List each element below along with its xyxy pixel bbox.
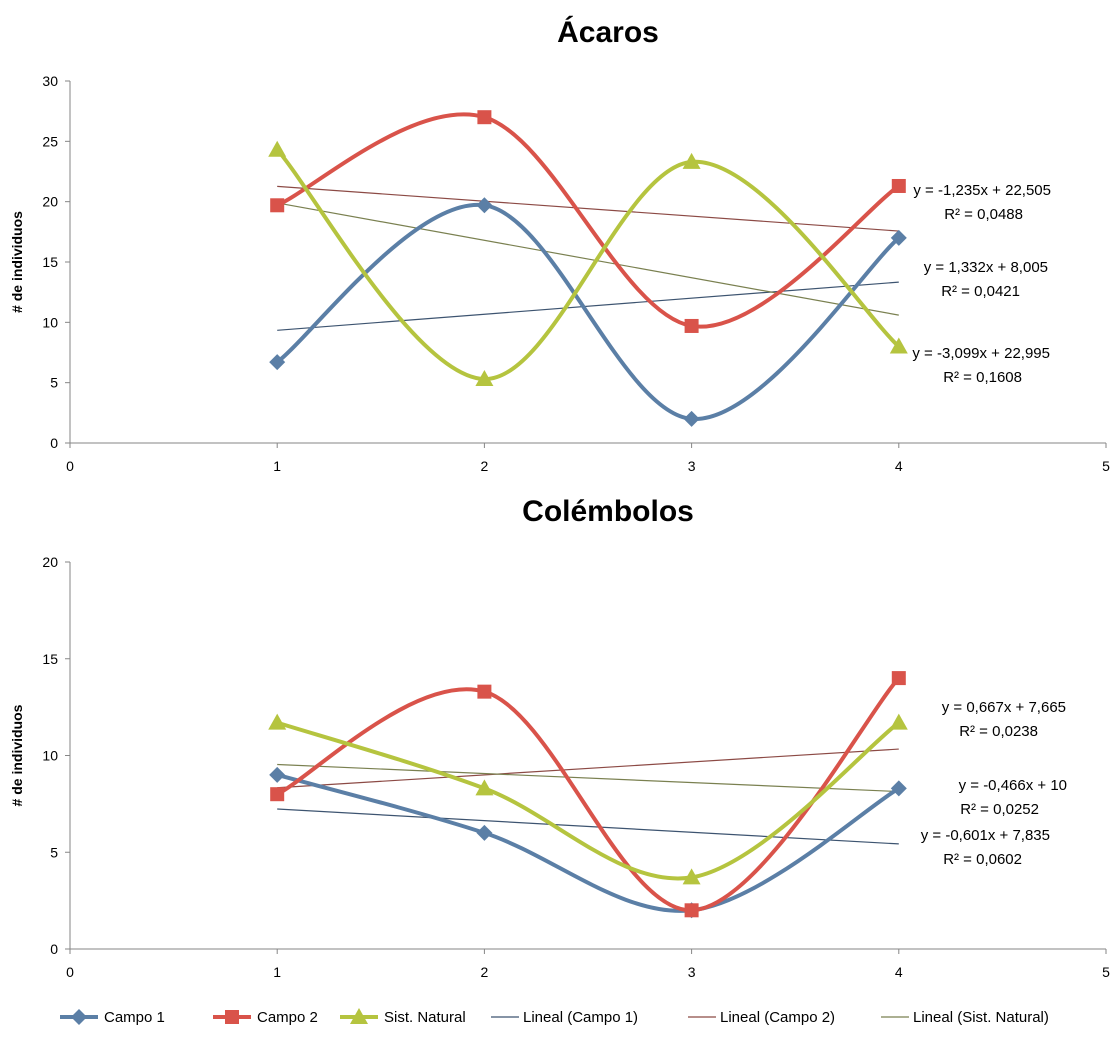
trendline-1 (277, 281, 899, 331)
data-point-2 (270, 787, 285, 802)
y-tick-label: 5 (50, 844, 58, 860)
legend-item-label: Lineal (Campo 2) (720, 1009, 835, 1026)
trendline-equation: y = 1,332x + 8,005 (924, 259, 1048, 276)
data-point-2 (684, 318, 699, 333)
trendline-equation: y = -3,099x + 22,995 (912, 345, 1050, 362)
series-line-1 (276, 772, 900, 913)
y-tick-label: 15 (42, 651, 58, 667)
trendline-r2: R² = 0,0421 (941, 283, 1020, 300)
series-line-3 (275, 148, 901, 382)
trendline-equation: y = -0,601x + 7,835 (921, 827, 1050, 844)
trendline-equation: y = -1,235x + 22,505 (913, 182, 1051, 199)
trendline-r2: R² = 0,1608 (943, 369, 1022, 386)
data-point-3 (889, 713, 908, 730)
trendline-3 (277, 763, 899, 793)
legend: Campo 1 Campo 2 Sist. Natural Lineal (Campo… (60, 1008, 1049, 1026)
chart-title: Ácaros (557, 15, 659, 49)
legend-marker (350, 1008, 368, 1024)
y-tick-label: 0 (50, 435, 58, 451)
legend-item-label: Lineal (Sist. Natural) (913, 1009, 1049, 1026)
data-point-2 (891, 671, 906, 686)
data-point-1 (476, 824, 493, 841)
x-tick-label: 5 (1102, 964, 1110, 980)
legend-item-label: Sist. Natural (384, 1009, 466, 1026)
x-tick-label: 3 (688, 458, 696, 474)
trendline-r2: R² = 0,0252 (960, 801, 1039, 818)
data-point-1 (890, 780, 907, 797)
data-point-3 (889, 337, 908, 354)
trendline-r2: R² = 0,0238 (959, 723, 1038, 740)
y-axis-label: # de individuos (9, 211, 25, 313)
data-point-3 (475, 370, 494, 387)
x-tick-label: 3 (688, 964, 696, 980)
y-tick-label: 20 (42, 194, 58, 210)
data-point-3 (682, 868, 701, 885)
data-point-3 (268, 140, 287, 157)
x-tick-label: 5 (1102, 458, 1110, 474)
series-line-1 (275, 203, 901, 421)
data-point-2 (270, 198, 285, 213)
data-point-3 (268, 713, 287, 730)
data-point-1 (476, 197, 493, 214)
x-tick-label: 4 (895, 458, 903, 474)
data-point-1 (683, 410, 700, 427)
legend-item-label: Campo 2 (257, 1009, 318, 1026)
legend-item-label: Campo 1 (104, 1009, 165, 1026)
data-point-1 (269, 354, 286, 371)
series-line-2 (276, 676, 901, 913)
trendline-1 (277, 808, 899, 845)
y-tick-label: 10 (42, 748, 58, 764)
y-tick-label: 0 (50, 941, 58, 957)
trendline-equation: y = 0,667x + 7,665 (942, 699, 1066, 716)
chart-title: Colémbolos (522, 495, 694, 528)
data-point-2 (684, 903, 699, 918)
x-tick-label: 0 (66, 458, 74, 474)
y-tick-label: 10 (42, 314, 58, 330)
data-point-3 (475, 779, 494, 796)
chart-1: Ácaros # de individuos 0 5 10 15 20 25 30 0 1 2 3 4 5 y… (9, 15, 1110, 474)
trendline-2 (277, 185, 899, 232)
y-tick-label: 25 (42, 133, 58, 149)
x-tick-label: 0 (66, 964, 74, 980)
series-line-2 (276, 112, 900, 329)
data-point-3 (682, 152, 701, 169)
y-tick-label: 20 (42, 554, 58, 570)
x-tick-label: 2 (481, 964, 489, 980)
chart-2: Colémbolos # de individuos 0 5 10 15 20 0 1 2 3 4 5 y… (9, 495, 1110, 980)
trendline-r2: R² = 0,0602 (943, 851, 1022, 868)
trendline-2 (277, 748, 899, 789)
data-point-1 (269, 766, 286, 783)
trendline-3 (277, 202, 899, 316)
y-axis-label: # de individuos (9, 704, 25, 806)
trendline-r2: R² = 0,0488 (944, 206, 1023, 223)
data-point-1 (890, 229, 907, 246)
legend-marker (71, 1009, 87, 1025)
legend-marker (225, 1010, 239, 1024)
x-tick-label: 1 (273, 458, 281, 474)
y-tick-label: 30 (42, 73, 58, 89)
y-tick-label: 15 (42, 254, 58, 270)
y-tick-label: 5 (50, 375, 58, 391)
data-point-2 (891, 178, 906, 193)
legend-item-label: Lineal (Campo 1) (523, 1009, 638, 1026)
series-line-3 (276, 720, 900, 881)
x-tick-label: 4 (895, 964, 903, 980)
x-tick-label: 1 (273, 964, 281, 980)
x-tick-label: 2 (481, 458, 489, 474)
data-point-2 (477, 110, 492, 125)
trendline-equation: y = -0,466x + 10 (959, 777, 1067, 794)
data-point-2 (477, 684, 492, 699)
